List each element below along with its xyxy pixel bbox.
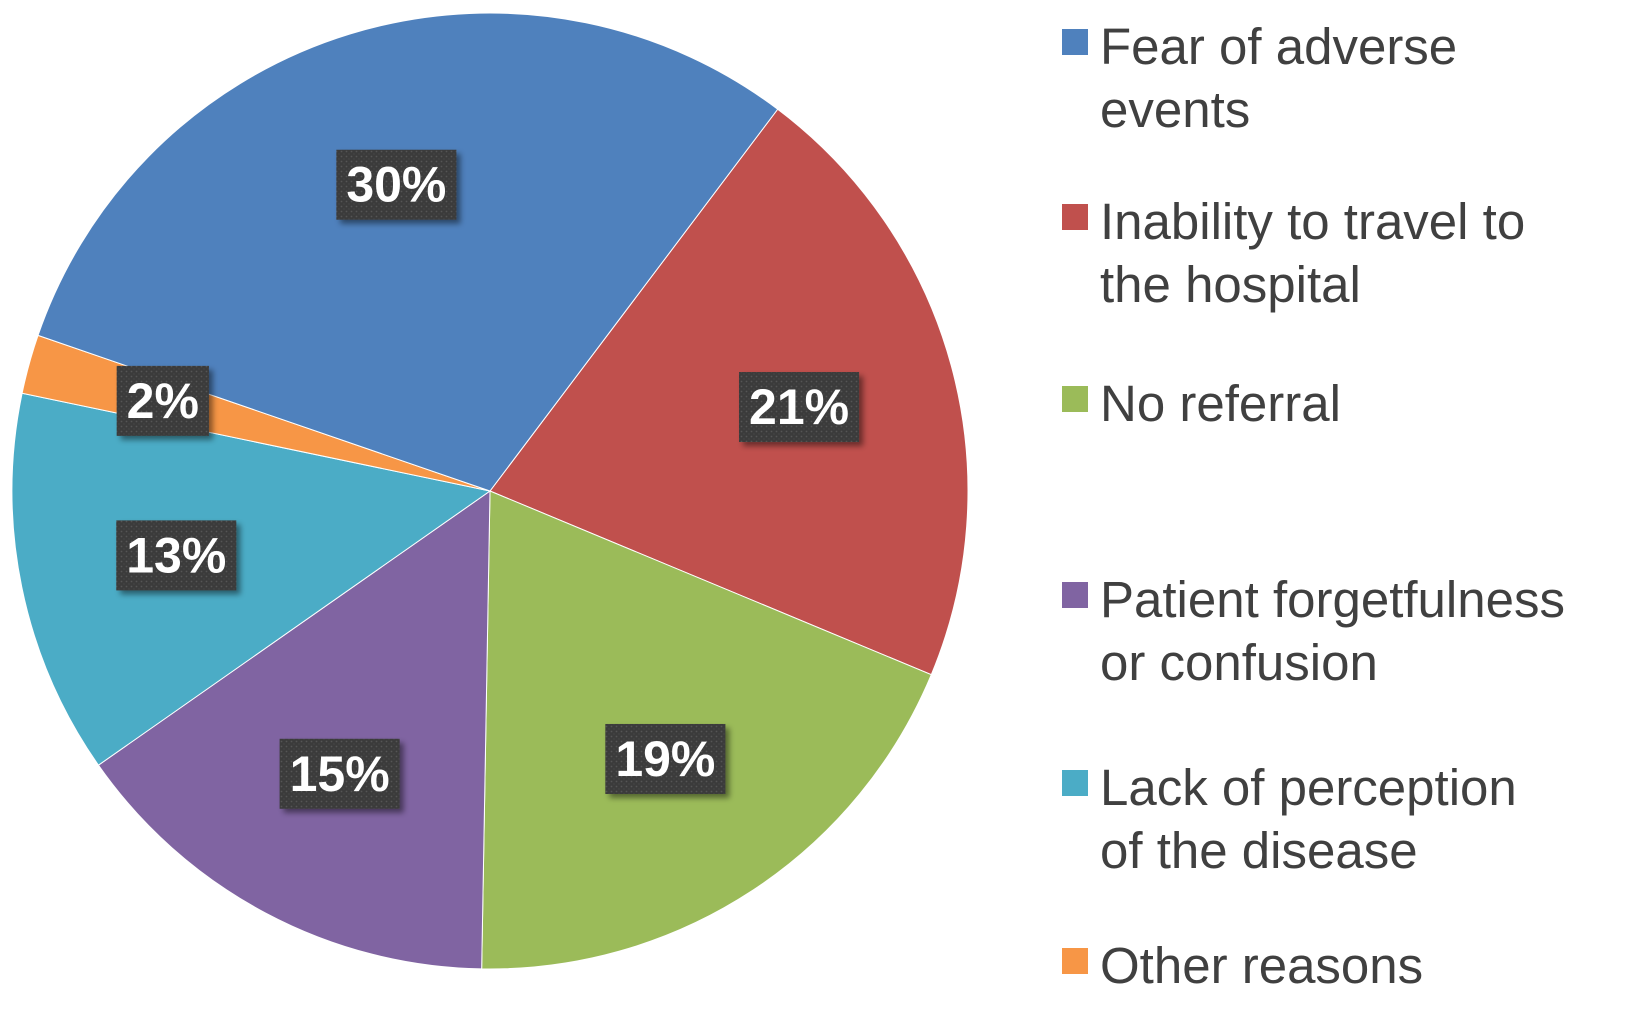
pie-chart: 21% 19% 15% 13% 2% 30% [11, 12, 969, 970]
legend-label: No referral [1100, 375, 1341, 432]
data-label-text: 19% [615, 731, 715, 787]
legend-swatch [1062, 29, 1088, 55]
pie-slice-lack-of-perception-of-the-disease [11, 392, 492, 766]
data-label-text: 21% [749, 379, 849, 435]
data-label-patient-forgetfulness-or-confusion: 15% [279, 738, 400, 809]
data-label-fear-of-adverse-events: 30% [336, 149, 457, 220]
data-label-text: 2% [127, 373, 199, 429]
legend-label: Lack of perception of the disease [1100, 759, 1517, 879]
pie-slice-inability-to-travel-to-the-hospital [489, 108, 969, 676]
data-label-box [116, 520, 237, 591]
data-label-inability-to-travel-to-the-hospital: 21% [739, 372, 860, 443]
data-label-box [336, 149, 457, 220]
pie-slice-patient-forgetfulness-or-confusion [97, 490, 491, 970]
legend-swatch [1062, 948, 1088, 974]
data-label-other-reasons: 2% [116, 365, 209, 436]
data-label-lack-of-perception-of-the-disease: 13% [116, 520, 237, 591]
data-label-box [116, 365, 209, 436]
chart-legend: Fear of adverse events Inability to trav… [1062, 0, 1622, 1018]
data-label-no-referral: 19% [605, 723, 726, 794]
data-label-box [739, 372, 860, 443]
data-label-box [605, 723, 726, 794]
legend-swatch [1062, 582, 1088, 608]
legend-swatch [1062, 770, 1088, 796]
data-label-text: 15% [290, 746, 390, 802]
pie-slice-fear-of-adverse-events [37, 12, 779, 492]
data-label-text: 13% [126, 527, 226, 583]
legend-swatch [1062, 386, 1088, 412]
legend-label: Patient forgetfulness or confusion [1100, 571, 1565, 691]
legend-swatch [1062, 204, 1088, 230]
pie-data-labels: 21% 19% 15% 13% 2% 30% [116, 149, 860, 809]
legend-label: Inability to travel to the hospital [1100, 193, 1526, 313]
legend-label: Fear of adverse events [1100, 18, 1458, 138]
pie-slices [11, 12, 969, 970]
data-label-box [279, 738, 400, 809]
data-label-text: 30% [346, 157, 446, 213]
legend-label: Other reasons [1100, 937, 1424, 994]
